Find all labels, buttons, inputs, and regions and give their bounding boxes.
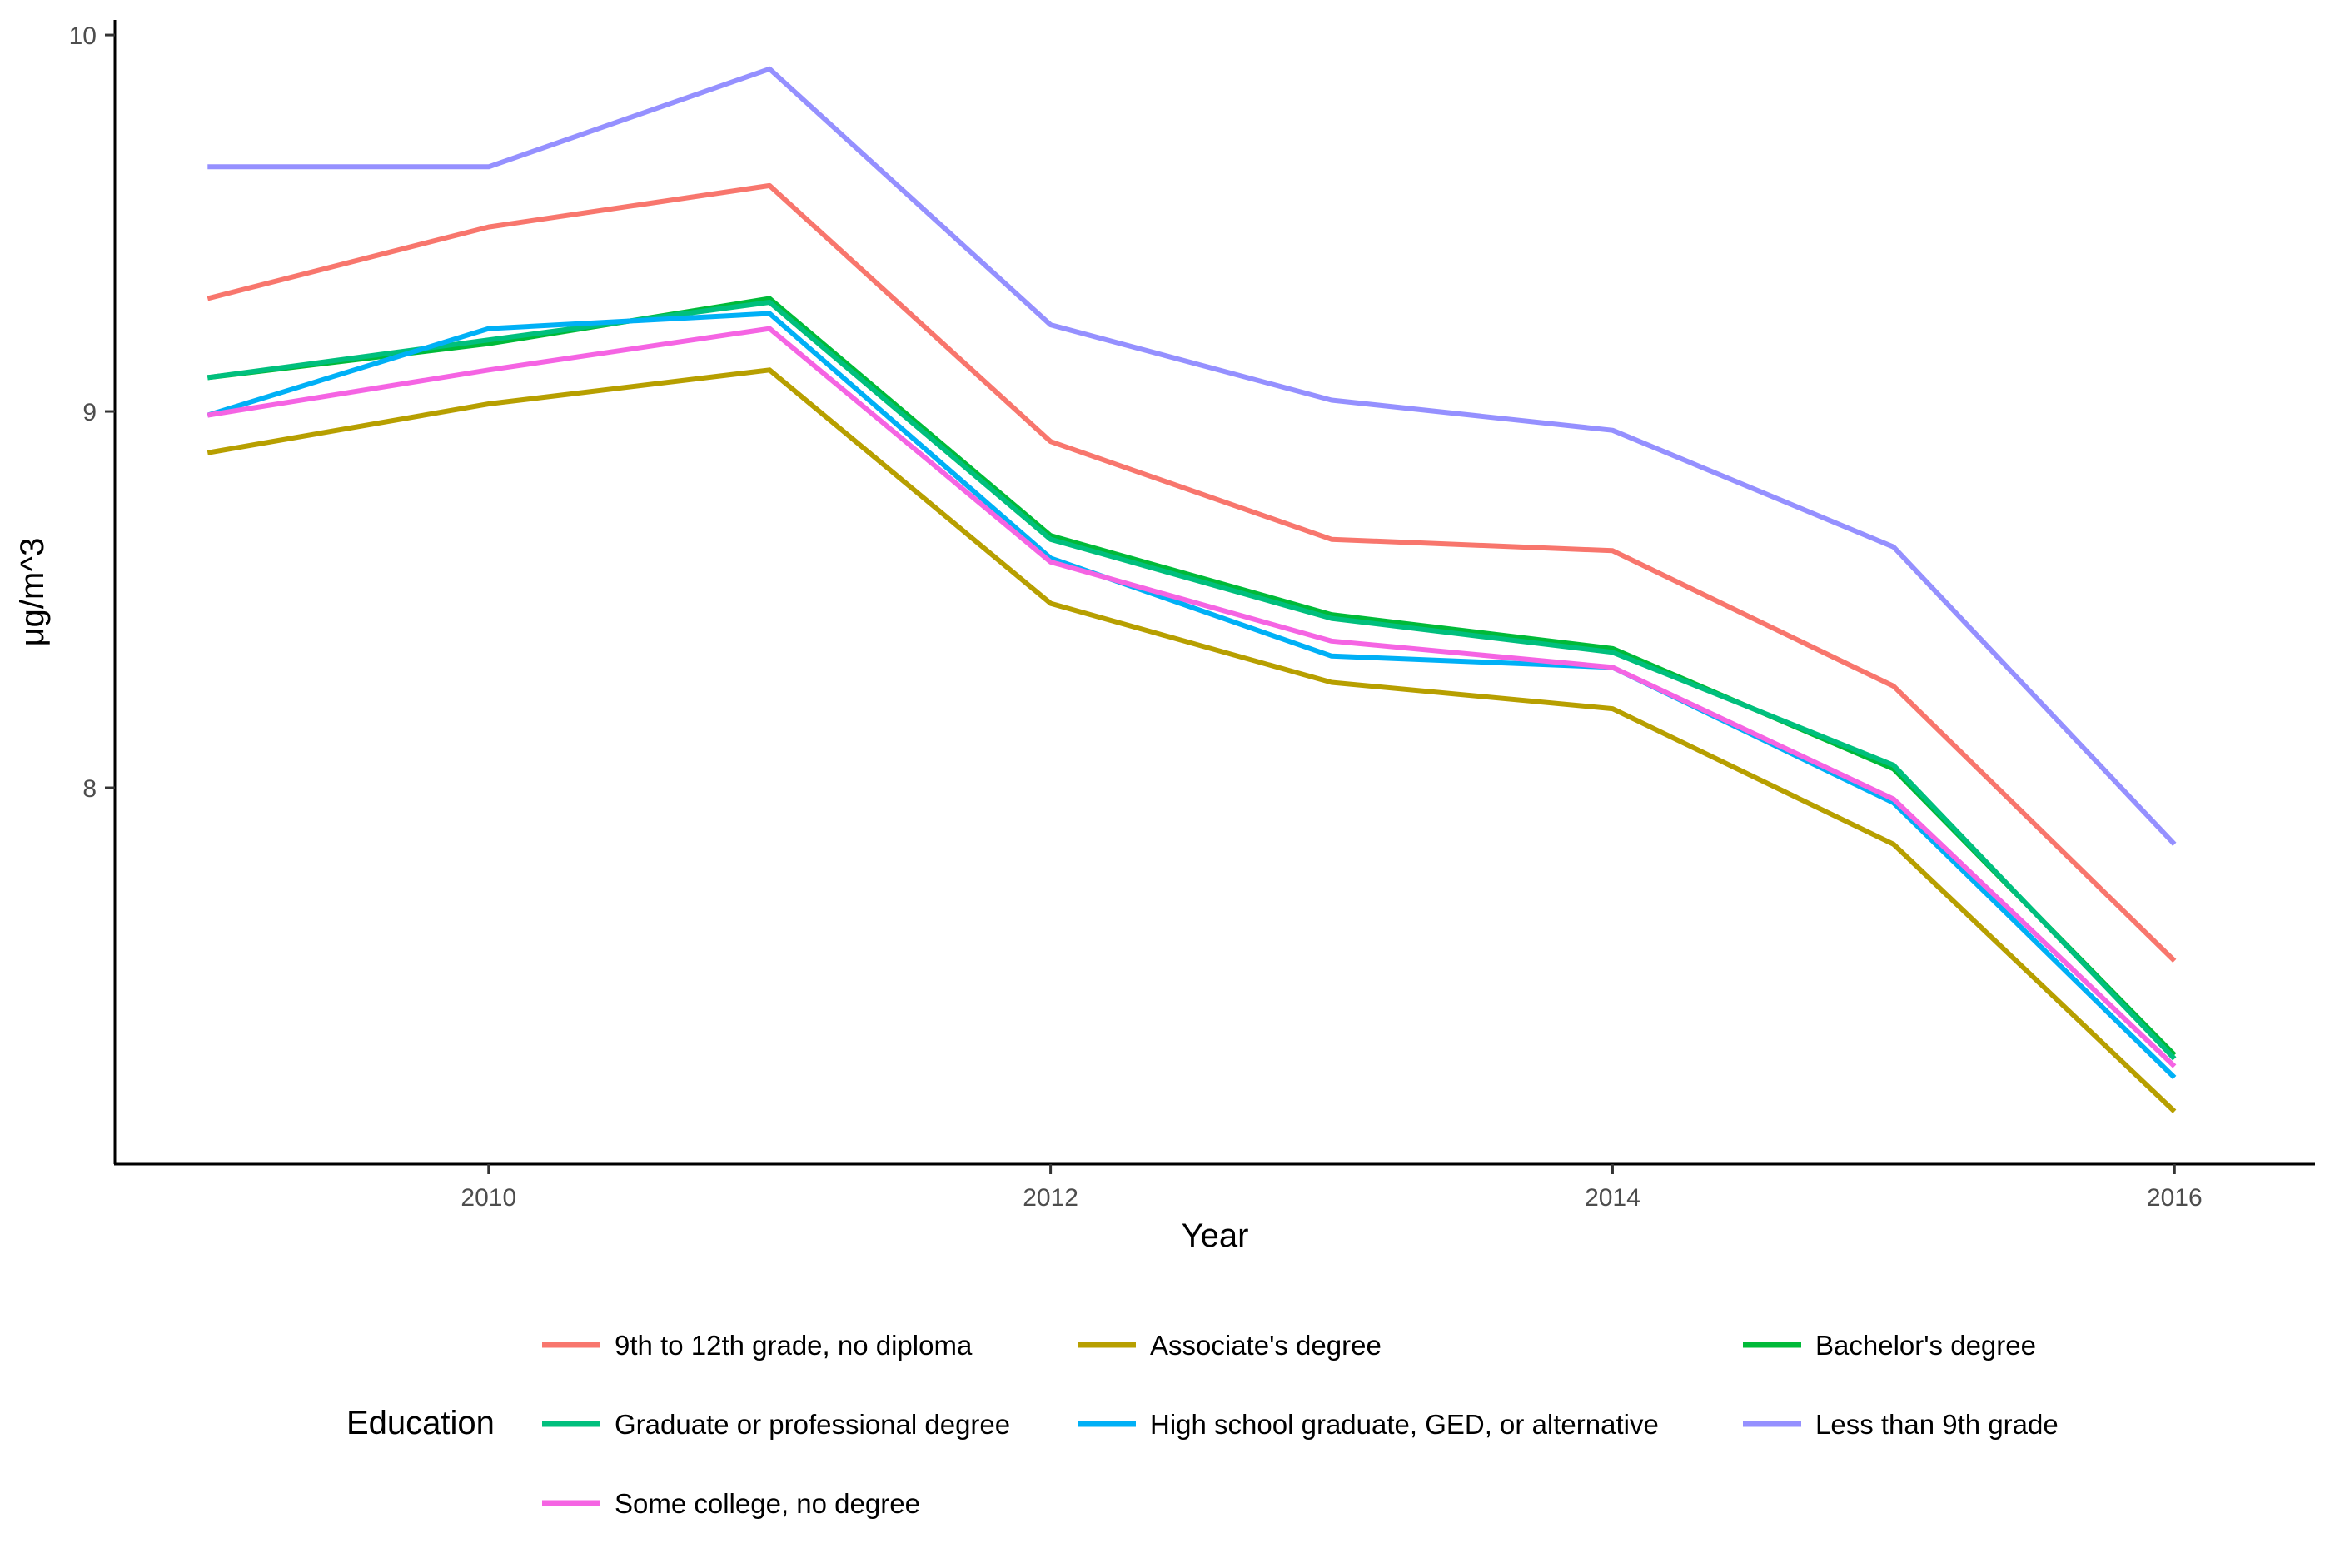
- legend-item-less-than-9th-grade: Less than 9th grade: [1743, 1409, 2059, 1440]
- x-tick-label: 2010: [461, 1184, 516, 1212]
- x-tick-label: 2012: [1023, 1184, 1078, 1212]
- x-tick-label: 2016: [2147, 1184, 2203, 1212]
- y-tick-label: 10: [69, 22, 97, 50]
- x-axis-title: Year: [1182, 1217, 1249, 1254]
- series-line-9th-to-12th-grade-no-diploma: [207, 182, 2177, 963]
- y-tick-label: 8: [82, 775, 97, 803]
- y-axis-title: μg/m^3: [14, 538, 51, 647]
- legend-label: Associate's degree: [1150, 1330, 1382, 1361]
- legend-item-some-college-no-degree: Some college, no degree: [542, 1488, 920, 1519]
- legend-item-graduate-or-professional-degree: Graduate or professional degree: [542, 1409, 1010, 1440]
- legend-item-associate-s-degree: Associate's degree: [1078, 1330, 1382, 1361]
- legend-label: Less than 9th grade: [1815, 1409, 2059, 1440]
- legend-label: 9th to 12th grade, no diploma: [615, 1330, 973, 1361]
- y-tick-label: 9: [82, 399, 97, 426]
- legend-label: Bachelor's degree: [1815, 1330, 2036, 1361]
- plot-lines: [207, 66, 2177, 1113]
- series-line-less-than-9th-grade: [207, 66, 2177, 846]
- series-line-high-school-graduate-ged-or-alternative: [207, 311, 2177, 1080]
- legend: Education 9th to 12th grade, no diploma A…: [346, 1330, 2059, 1519]
- y-ticks: 8 9 10: [69, 22, 115, 803]
- x-ticks: 2010 2012 2014 2016: [461, 1164, 2203, 1212]
- legend-label: Some college, no degree: [615, 1488, 920, 1519]
- legend-label: Graduate or professional degree: [615, 1409, 1010, 1440]
- legend-label: High school graduate, GED, or alternativ…: [1150, 1409, 1659, 1440]
- legend-item-high-school-graduate-ged-or-alternative: High school graduate, GED, or alternativ…: [1078, 1409, 1659, 1440]
- legend-title: Education: [346, 1405, 495, 1441]
- legend-item-bachelor-s-degree: Bachelor's degree: [1743, 1330, 2036, 1361]
- axes: 2010 2012 2014 2016 8 9 10: [69, 20, 2315, 1212]
- x-tick-label: 2014: [1585, 1184, 1640, 1212]
- series-line-graduate-or-professional-degree: [207, 300, 2177, 1061]
- legend-item-9th-to-12th-grade-no-diploma: 9th to 12th grade, no diploma: [542, 1330, 973, 1361]
- series-line-associate-s-degree: [207, 367, 2177, 1113]
- series-line-some-college-no-degree: [207, 326, 2177, 1068]
